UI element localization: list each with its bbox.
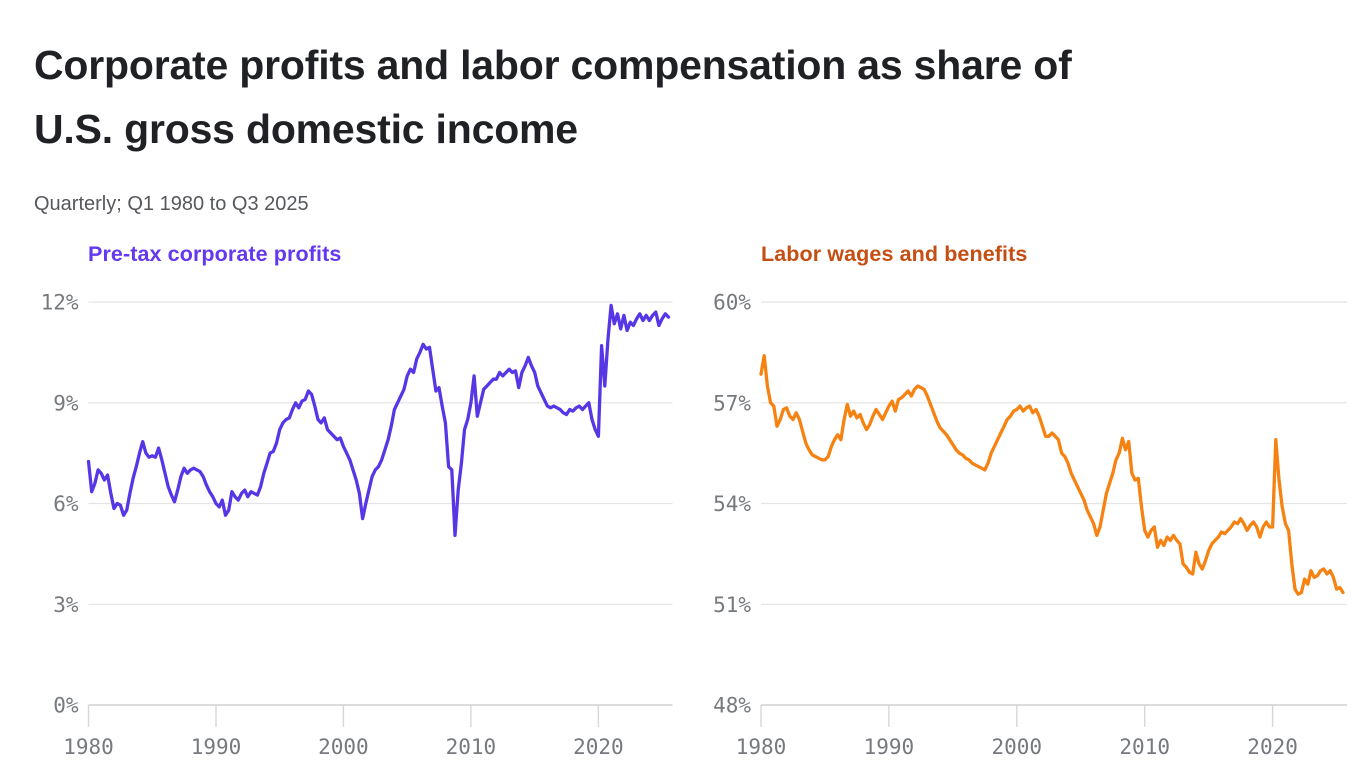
series-label-profits: Pre-tax corporate profits xyxy=(88,242,342,266)
labor-chart: 48% 51% 54% 57% 60% 1980 1990 2000 2010 2020 xyxy=(713,291,1347,759)
profits-y-axis-label: 6% xyxy=(53,492,79,516)
labor-y-axis-label: 48% xyxy=(713,694,751,718)
page-subtitle: Quarterly; Q1 1980 to Q3 2025 xyxy=(34,193,309,215)
profits-y-axis-label: 3% xyxy=(53,593,79,617)
profits-chart: 0% 3% 6% 9% 12% 1980 1990 2000 2010 2020 xyxy=(41,291,673,759)
labor-x-axis-label: 2000 xyxy=(992,735,1043,759)
profits-y-axis-label: 9% xyxy=(53,391,79,415)
labor-line xyxy=(759,354,1345,596)
profits-line xyxy=(86,303,671,538)
labor-y-axis-label: 51% xyxy=(713,593,751,617)
labor-y-axis-label: 54% xyxy=(713,492,751,516)
labor-x-axis-label: 2020 xyxy=(1247,735,1298,759)
profits-x-axis-label: 2020 xyxy=(573,735,624,759)
profits-x-axis-label: 2010 xyxy=(446,735,497,759)
profits-x-axis-label: 1980 xyxy=(63,735,114,759)
labor-y-axis-label: 57% xyxy=(713,391,751,415)
profits-x-axis-label: 2000 xyxy=(318,735,369,759)
labor-x-axis-label: 1990 xyxy=(864,735,915,759)
labor-x-axis-label: 1980 xyxy=(736,735,787,759)
page-title: Corporate profits and labor compensation… xyxy=(34,42,1072,152)
series-label-labor: Labor wages and benefits xyxy=(761,242,1028,266)
profits-y-axis-label: 12% xyxy=(41,291,79,315)
profits-x-axis-label: 1990 xyxy=(191,735,242,759)
labor-x-axis-label: 2010 xyxy=(1119,735,1170,759)
profits-y-axis-label: 0% xyxy=(53,694,79,718)
labor-y-axis-label: 60% xyxy=(713,291,751,315)
